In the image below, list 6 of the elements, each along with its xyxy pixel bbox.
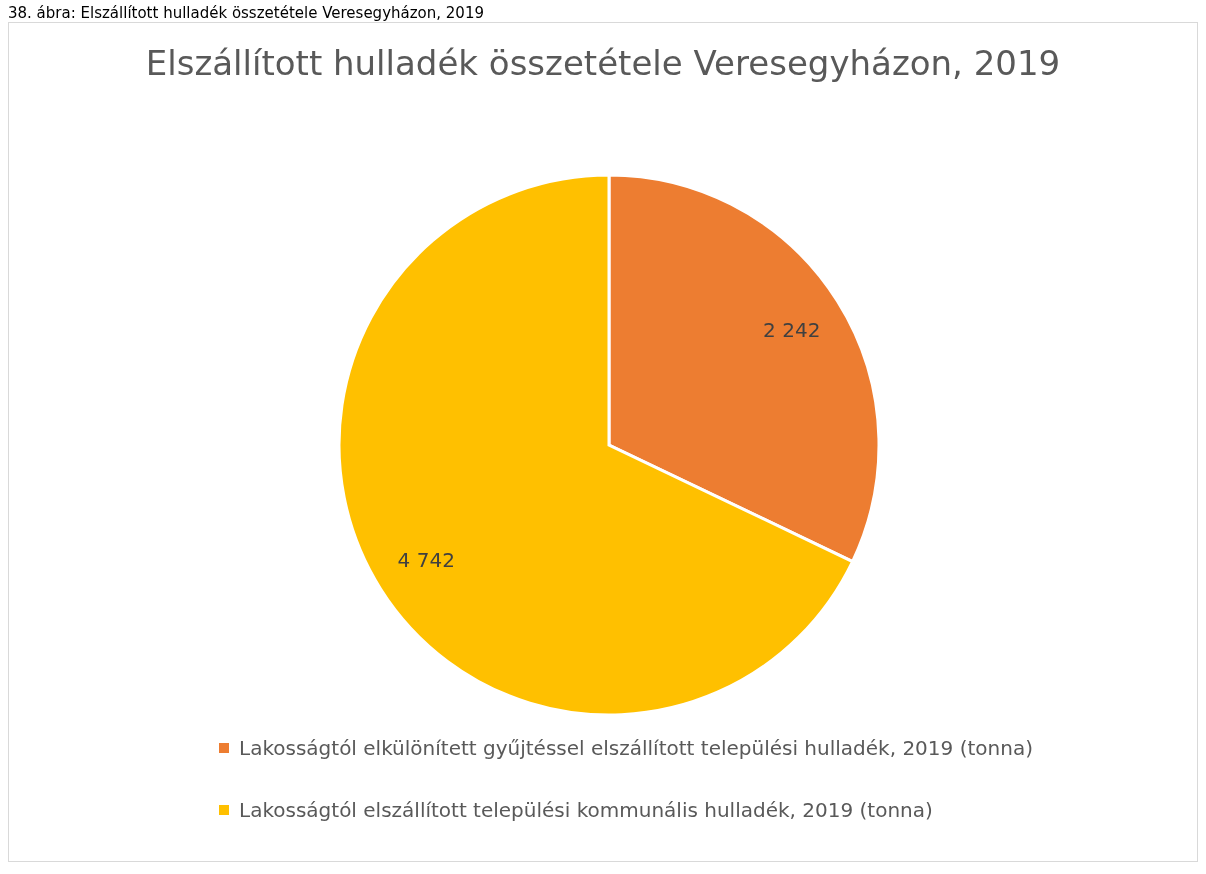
text: 38. ábra: Elszállított hulladék összetétele Veresegyházon, 2019 [8, 4, 485, 22]
data-label: 4 742 [397, 548, 455, 573]
chart-title: Elszállított hulladék összetétele Veresegyházon, 2019 [144, 43, 1062, 85]
legend-label: Lakosságtól elszállított települési kommunális hulladék, 2019 (tonna) [239, 798, 933, 822]
data-label: 2 242 [763, 317, 821, 342]
legend-label: Lakosságtól elkülönített gyűjtéssel elszállított települési hulladék, 2019 (tonna) [239, 736, 1033, 760]
